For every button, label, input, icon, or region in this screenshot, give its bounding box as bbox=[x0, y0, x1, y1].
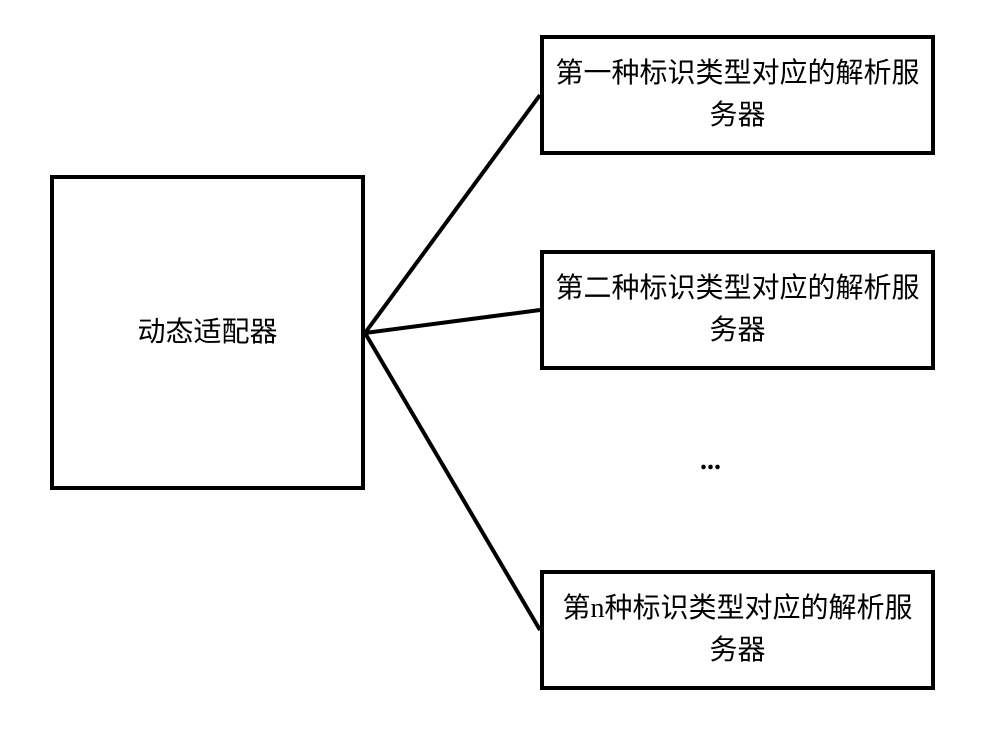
edge-adapter-server1 bbox=[365, 95, 540, 333]
server1-node: 第一种标识类型对应的解析服务器 bbox=[540, 35, 935, 155]
ellipsis-text: ... bbox=[700, 445, 721, 477]
edge-adapter-servern bbox=[365, 333, 540, 630]
servern-label: 第n种标识类型对应的解析服务器 bbox=[554, 588, 921, 672]
adapter-label: 动态适配器 bbox=[137, 312, 277, 354]
servern-node: 第n种标识类型对应的解析服务器 bbox=[540, 570, 935, 690]
server2-label: 第二种标识类型对应的解析服务器 bbox=[554, 268, 921, 352]
adapter-node: 动态适配器 bbox=[50, 175, 365, 490]
diagram-canvas: 动态适配器 第一种标识类型对应的解析服务器 第二种标识类型对应的解析服务器 ..… bbox=[0, 0, 1000, 735]
edge-adapter-server2 bbox=[365, 310, 540, 333]
server1-label: 第一种标识类型对应的解析服务器 bbox=[554, 53, 921, 137]
server2-node: 第二种标识类型对应的解析服务器 bbox=[540, 250, 935, 370]
